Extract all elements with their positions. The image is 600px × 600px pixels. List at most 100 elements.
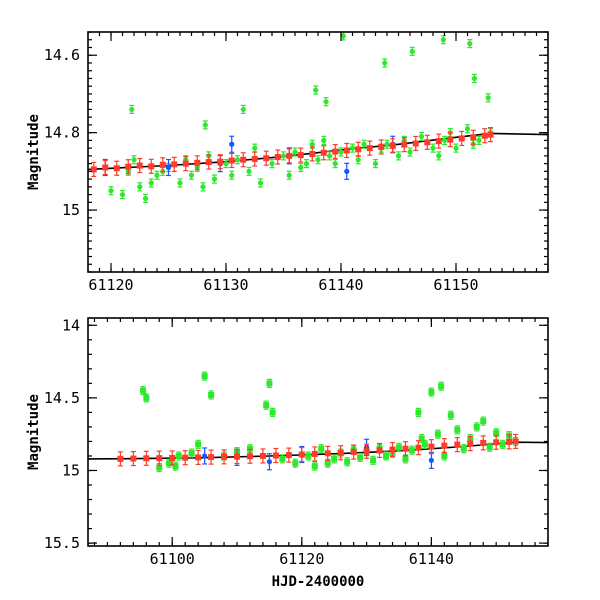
x-tick-label: 61140 — [318, 276, 363, 294]
data-point-green — [418, 435, 425, 442]
data-point-green — [357, 454, 364, 461]
data-point-green — [485, 95, 491, 101]
x-axis-title: HJD-2400000 — [272, 574, 365, 590]
data-point-green — [175, 452, 182, 459]
y-axis-title: Magnitude — [26, 114, 42, 190]
data-point-green — [441, 137, 448, 143]
x-tick-label: 61140 — [409, 550, 454, 568]
data-point-red — [125, 163, 132, 170]
data-point-green — [326, 153, 333, 159]
data-point-red — [350, 449, 357, 456]
data-point-green — [252, 145, 258, 151]
data-point-red — [274, 154, 281, 161]
data-point-green — [279, 455, 286, 462]
data-point-green — [361, 141, 367, 147]
data-point-red — [285, 452, 292, 459]
data-point-green — [395, 444, 402, 451]
series-green — [108, 32, 494, 204]
data-point-green — [143, 394, 150, 401]
data-point-green — [332, 161, 338, 167]
data-point-green — [370, 457, 377, 464]
data-point-red — [415, 444, 422, 451]
data-point-green — [208, 391, 215, 398]
data-point-red — [117, 455, 124, 462]
data-point-red — [309, 150, 316, 157]
data-point-green — [467, 41, 473, 47]
x-tick-label: 61100 — [150, 550, 195, 568]
y-tick-label: 15 — [62, 461, 80, 479]
data-point-red — [332, 148, 339, 155]
data-point-red — [366, 145, 373, 152]
data-point-red — [355, 146, 362, 153]
data-point-red — [169, 454, 176, 461]
data-point-green — [464, 126, 471, 132]
data-point-green — [266, 380, 273, 387]
data-point-blue — [266, 459, 273, 465]
data-point-green — [338, 149, 344, 155]
data-point-red — [234, 453, 241, 460]
data-point-green — [471, 75, 477, 82]
data-point-green — [201, 373, 208, 380]
data-point-green — [441, 452, 448, 459]
data-point-green — [340, 33, 346, 39]
data-point-red — [480, 439, 487, 446]
data-point-green — [480, 418, 487, 425]
data-point-red — [424, 139, 431, 146]
minor-ticks — [88, 318, 549, 546]
data-point-green — [234, 157, 241, 163]
data-point-green — [154, 172, 160, 178]
data-point-red — [259, 452, 266, 459]
panel-bottom: 61100 61120 61140 14 14.5 15 15.5 Magnitude HJD-… — [26, 316, 549, 590]
data-point-red — [506, 438, 513, 445]
data-point-green — [454, 426, 461, 433]
data-point-green — [280, 153, 287, 159]
data-point-red — [481, 132, 488, 139]
data-point-red — [272, 452, 279, 459]
data-point-green — [292, 460, 299, 467]
data-point-green — [202, 122, 208, 128]
data-point-red — [298, 451, 305, 458]
data-point-red — [246, 453, 253, 460]
plot-area — [88, 371, 548, 473]
data-point-red — [428, 443, 435, 450]
data-point-red — [113, 165, 120, 172]
data-point-green — [486, 444, 493, 451]
data-point-green — [211, 176, 218, 182]
data-point-red — [221, 453, 228, 460]
data-point-red — [148, 163, 155, 170]
data-point-red — [159, 161, 166, 168]
data-point-red — [389, 446, 396, 453]
data-point-blue — [202, 453, 208, 459]
data-point-green — [229, 172, 235, 178]
data-point-red — [143, 455, 150, 462]
data-point-red — [182, 454, 189, 461]
data-point-green — [493, 429, 500, 436]
data-point-red — [343, 147, 350, 154]
data-point-red — [454, 441, 461, 448]
data-point-green — [292, 149, 298, 155]
data-point-green — [140, 387, 147, 394]
data-point-red — [297, 152, 304, 159]
data-point-green — [156, 464, 163, 471]
data-point-green — [447, 412, 454, 419]
data-point-green — [303, 161, 310, 167]
data-point-red — [251, 155, 258, 162]
data-point-green — [188, 172, 195, 178]
data-point-red — [130, 455, 137, 462]
data-point-green — [195, 441, 202, 448]
data-point-red — [194, 159, 201, 166]
data-point-green — [407, 149, 413, 155]
data-point-green — [148, 180, 154, 186]
data-point-red — [402, 445, 409, 452]
data-point-green — [223, 161, 229, 167]
data-point-green — [165, 460, 172, 467]
data-point-red — [228, 157, 235, 164]
data-point-green — [499, 441, 506, 448]
data-point-green — [131, 157, 137, 163]
data-point-green — [418, 133, 425, 140]
data-point-green — [240, 106, 246, 113]
plot-area — [88, 32, 548, 204]
data-point-red — [156, 455, 163, 462]
